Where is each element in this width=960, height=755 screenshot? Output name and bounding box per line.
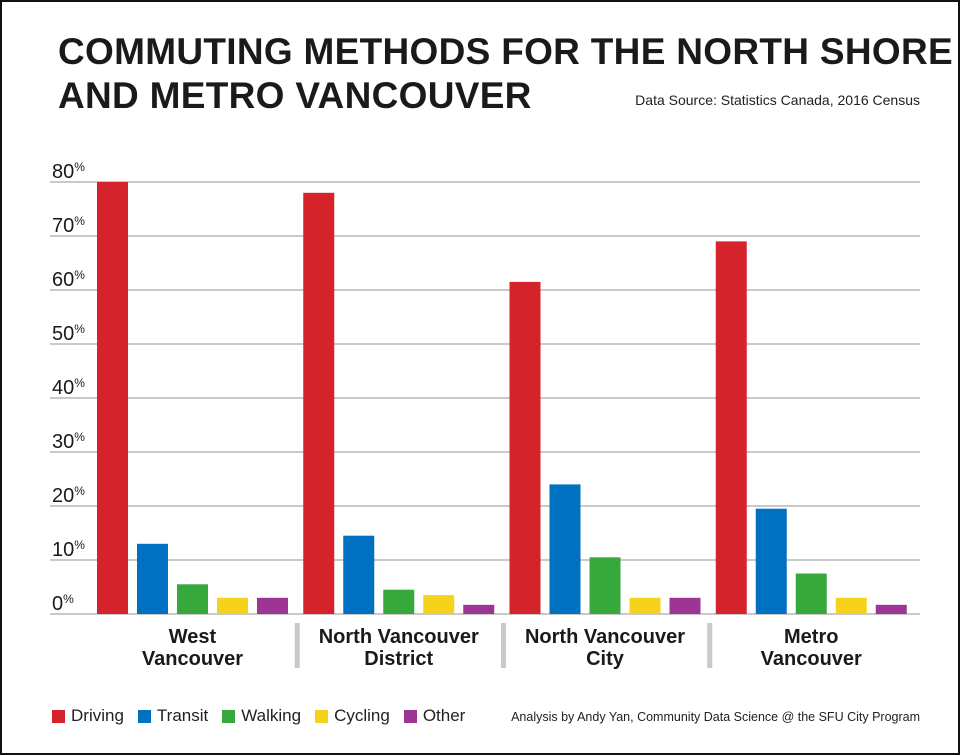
y-tick-label-40: 40%: [52, 376, 85, 399]
y-tick-label-0: 0%: [52, 592, 74, 615]
y-tick-label-10: 10%: [52, 538, 85, 561]
x-category-label-3-1: Vancouver: [761, 648, 862, 670]
bar-other-0: [257, 597, 288, 614]
legend-swatch-walking: [222, 709, 236, 723]
bar-transit-1: [343, 535, 375, 614]
bar-cycling-1: [423, 595, 455, 614]
legend-item-cycling: Cycling: [315, 706, 390, 726]
bar-other-3: [875, 604, 907, 614]
bar-walking-1: [383, 589, 415, 614]
legend-item-transit: Transit: [137, 706, 209, 726]
bar-driving-1: [303, 192, 335, 615]
y-tick-label-70: 70%: [52, 214, 85, 237]
bar-transit-0: [137, 543, 168, 614]
data-source-note: Data Source: Statistics Canada, 2016 Cen…: [635, 92, 920, 108]
chart-title-line-2: AND METRO VANCOUVER: [58, 75, 532, 116]
bar-transit-3: [755, 508, 787, 614]
legend-label-other: Other: [422, 706, 466, 725]
bar-cycling-3: [835, 597, 867, 614]
legend-label-walking: Walking: [241, 706, 302, 725]
bar-driving-3: [715, 241, 747, 614]
legend-label-driving: Driving: [71, 706, 124, 725]
y-tick-label-20: 20%: [52, 484, 85, 507]
y-tick-label-50: 50%: [52, 322, 85, 345]
chart-title-line-1: COMMUTING METHODS FOR THE NORTH SHORE: [58, 31, 953, 72]
chart-legend: Driving Transit Walking Cycling Other: [52, 706, 479, 726]
legend-item-driving: Driving: [52, 706, 124, 726]
y-tick-label-60: 60%: [52, 268, 85, 291]
legend-swatch-cycling: [315, 709, 329, 723]
bar-driving-0: [97, 182, 128, 614]
legend-item-walking: Walking: [222, 706, 301, 726]
legend-item-other: Other: [403, 706, 466, 726]
bar-other-2: [669, 597, 701, 614]
x-category-label-0-1: Vancouver: [142, 648, 243, 670]
bar-cycling-0: [217, 597, 248, 614]
legend-swatch-transit: [137, 709, 151, 723]
bar-walking-3: [795, 573, 827, 614]
chart-title: COMMUTING METHODS FOR THE NORTH SHORE AN…: [58, 30, 953, 118]
bar-walking-2: [589, 557, 621, 614]
x-category-label-1-0: North Vancouver: [319, 626, 479, 648]
bar-cycling-2: [629, 597, 661, 614]
legend-label-cycling: Cycling: [334, 706, 390, 725]
legend-swatch-other: [403, 709, 417, 723]
x-category-label-0-0: West: [169, 626, 217, 648]
bar-other-1: [463, 604, 495, 614]
x-category-label-2-0: North Vancouver: [525, 626, 685, 648]
bar-transit-2: [549, 484, 581, 614]
y-tick-label-80: 80%: [52, 160, 85, 183]
x-category-label-3-0: Metro: [784, 626, 838, 648]
bar-walking-0: [177, 584, 208, 614]
y-tick-label-30: 30%: [52, 430, 85, 453]
analysis-credit: Analysis by Andy Yan, Community Data Sci…: [511, 710, 920, 724]
legend-label-transit: Transit: [156, 706, 209, 725]
bar-chart: 0%10%20%30%40%50%60%70%80%WestVancouverN…: [50, 160, 920, 670]
x-category-label-2-1: City: [586, 648, 625, 670]
bar-driving-2: [509, 281, 541, 614]
x-category-label-1-1: District: [364, 648, 433, 670]
legend-swatch-driving: [52, 709, 65, 723]
